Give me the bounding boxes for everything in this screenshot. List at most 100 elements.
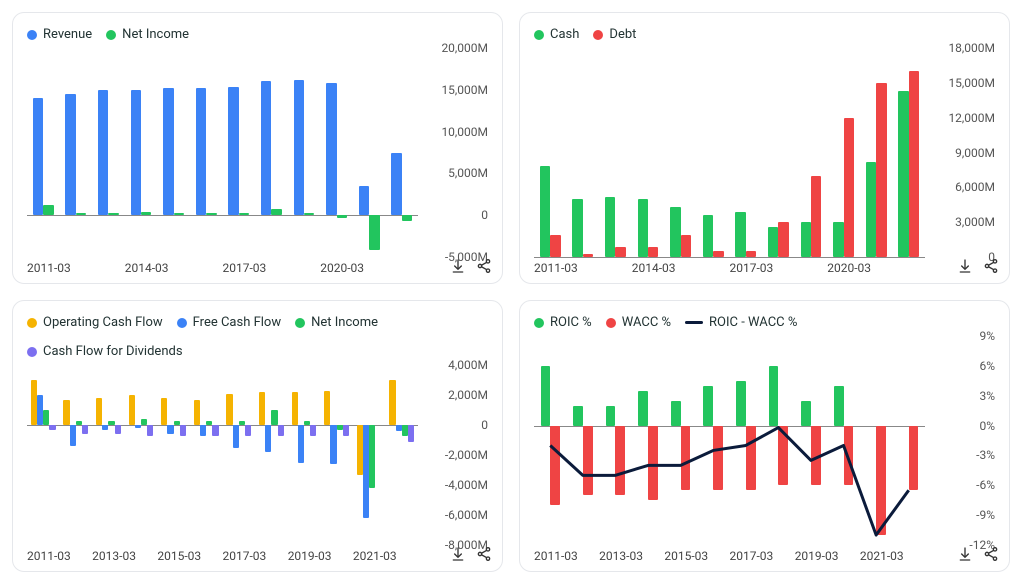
- legend-item[interactable]: ROIC %: [534, 315, 592, 330]
- legend-item[interactable]: Cash: [534, 27, 579, 42]
- bar[interactable]: [326, 83, 336, 215]
- bar[interactable]: [239, 213, 249, 216]
- bar[interactable]: [33, 98, 43, 215]
- bar[interactable]: [337, 425, 343, 430]
- bar[interactable]: [550, 235, 560, 257]
- bar[interactable]: [304, 421, 310, 426]
- download-icon[interactable]: [957, 546, 973, 565]
- bar[interactable]: [43, 205, 53, 215]
- legend-item[interactable]: ROIC - WACC %: [685, 315, 797, 330]
- bar[interactable]: [70, 425, 76, 446]
- bar[interactable]: [131, 90, 141, 215]
- bar[interactable]: [670, 207, 680, 257]
- bar[interactable]: [259, 392, 265, 425]
- legend-item[interactable]: Revenue: [27, 27, 92, 42]
- bar[interactable]: [212, 425, 218, 436]
- bar[interactable]: [194, 400, 200, 426]
- bar[interactable]: [369, 215, 379, 250]
- bar[interactable]: [76, 421, 82, 426]
- legend-item[interactable]: WACC %: [606, 315, 671, 330]
- bar[interactable]: [876, 83, 886, 257]
- bar[interactable]: [147, 425, 153, 436]
- bar[interactable]: [337, 215, 347, 218]
- bar[interactable]: [82, 425, 88, 434]
- bar[interactable]: [129, 395, 135, 425]
- legend-item[interactable]: Cash Flow for Dividends: [27, 344, 183, 359]
- bar[interactable]: [271, 209, 281, 216]
- bar[interactable]: [271, 410, 277, 425]
- bar[interactable]: [174, 213, 184, 216]
- share-icon[interactable]: [983, 258, 999, 277]
- share-icon[interactable]: [476, 258, 492, 277]
- bar[interactable]: [402, 425, 408, 436]
- bar[interactable]: [391, 153, 401, 216]
- bar[interactable]: [294, 80, 304, 215]
- bar[interactable]: [174, 421, 180, 426]
- bar[interactable]: [898, 91, 908, 257]
- bar[interactable]: [206, 213, 216, 216]
- bar[interactable]: [681, 235, 691, 257]
- bar[interactable]: [108, 213, 118, 216]
- bar[interactable]: [402, 215, 412, 221]
- bar[interactable]: [304, 213, 314, 216]
- bar[interactable]: [778, 222, 788, 257]
- share-icon[interactable]: [983, 546, 999, 565]
- bar[interactable]: [343, 425, 349, 436]
- download-icon[interactable]: [450, 258, 466, 277]
- bar[interactable]: [63, 400, 69, 426]
- bar[interactable]: [226, 394, 232, 426]
- series-line[interactable]: [550, 428, 908, 535]
- bar[interactable]: [713, 251, 723, 257]
- bar[interactable]: [102, 425, 108, 430]
- bar[interactable]: [141, 419, 147, 425]
- legend-item[interactable]: Operating Cash Flow: [27, 315, 163, 330]
- bar[interactable]: [135, 425, 141, 428]
- share-icon[interactable]: [476, 546, 492, 565]
- bar[interactable]: [389, 380, 395, 425]
- bar[interactable]: [43, 410, 49, 425]
- bar[interactable]: [180, 425, 186, 436]
- bar[interactable]: [540, 166, 550, 257]
- legend-item[interactable]: Debt: [593, 27, 636, 42]
- bar[interactable]: [768, 227, 778, 257]
- bar[interactable]: [703, 215, 713, 257]
- bar[interactable]: [98, 90, 108, 215]
- legend-item[interactable]: Net Income: [106, 27, 189, 42]
- bar[interactable]: [746, 251, 756, 257]
- bar[interactable]: [833, 222, 843, 257]
- bar[interactable]: [167, 425, 173, 434]
- bar[interactable]: [292, 392, 298, 425]
- bar[interactable]: [141, 212, 151, 215]
- bar[interactable]: [96, 398, 102, 425]
- bar[interactable]: [76, 213, 86, 216]
- legend-item[interactable]: Net Income: [295, 315, 378, 330]
- bar[interactable]: [638, 199, 648, 257]
- bar[interactable]: [115, 425, 121, 434]
- bar[interactable]: [233, 425, 239, 448]
- legend-item[interactable]: Free Cash Flow: [177, 315, 281, 330]
- bar[interactable]: [615, 247, 625, 257]
- bar[interactable]: [245, 425, 251, 436]
- bar[interactable]: [49, 425, 55, 430]
- bar[interactable]: [909, 71, 919, 257]
- bar[interactable]: [583, 254, 593, 257]
- bar[interactable]: [330, 425, 336, 464]
- download-icon[interactable]: [957, 258, 973, 277]
- bar[interactable]: [310, 425, 316, 436]
- bar[interactable]: [298, 425, 304, 463]
- bar[interactable]: [163, 88, 173, 215]
- bar[interactable]: [408, 425, 414, 442]
- bar[interactable]: [811, 176, 821, 257]
- bar[interactable]: [369, 425, 375, 488]
- bar[interactable]: [735, 212, 745, 257]
- bar[interactable]: [648, 247, 658, 257]
- bar[interactable]: [357, 425, 363, 475]
- bar[interactable]: [228, 87, 238, 215]
- bar[interactable]: [278, 425, 284, 436]
- bar[interactable]: [261, 81, 271, 215]
- bar[interactable]: [265, 425, 271, 452]
- bar[interactable]: [396, 425, 402, 431]
- download-icon[interactable]: [450, 546, 466, 565]
- bar[interactable]: [65, 94, 75, 215]
- bar[interactable]: [108, 421, 114, 426]
